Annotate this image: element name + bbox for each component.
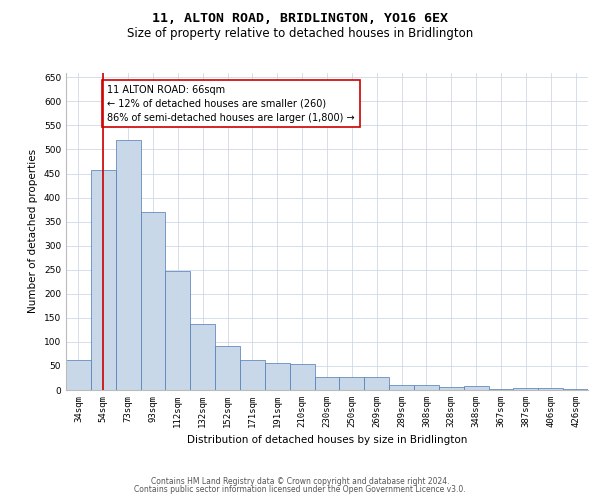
Text: Contains HM Land Registry data © Crown copyright and database right 2024.: Contains HM Land Registry data © Crown c…	[151, 477, 449, 486]
Bar	[389, 384, 414, 390]
Text: 11, ALTON ROAD, BRIDLINGTON, YO16 6EX: 11, ALTON ROAD, BRIDLINGTON, YO16 6EX	[152, 12, 448, 26]
Bar	[439, 387, 464, 390]
Text: Contains public sector information licensed under the Open Government Licence v3: Contains public sector information licen…	[134, 485, 466, 494]
Bar	[265, 362, 290, 390]
Bar	[190, 324, 215, 390]
Bar	[514, 388, 538, 390]
Bar	[91, 170, 116, 390]
Bar	[488, 388, 514, 390]
Text: Size of property relative to detached houses in Bridlington: Size of property relative to detached ho…	[127, 28, 473, 40]
Bar	[538, 388, 563, 390]
Bar	[314, 377, 340, 390]
Bar	[116, 140, 140, 390]
Bar	[364, 378, 389, 390]
Bar	[240, 360, 265, 390]
Bar	[215, 346, 240, 390]
Bar	[166, 270, 190, 390]
Bar	[563, 388, 588, 390]
Text: 11 ALTON ROAD: 66sqm
← 12% of detached houses are smaller (260)
86% of semi-deta: 11 ALTON ROAD: 66sqm ← 12% of detached h…	[107, 84, 355, 122]
Bar	[414, 384, 439, 390]
Bar	[340, 378, 364, 390]
Bar	[464, 386, 488, 390]
Bar	[66, 360, 91, 390]
Y-axis label: Number of detached properties: Number of detached properties	[28, 149, 38, 314]
X-axis label: Distribution of detached houses by size in Bridlington: Distribution of detached houses by size …	[187, 436, 467, 446]
Bar	[140, 212, 166, 390]
Bar	[290, 364, 314, 390]
